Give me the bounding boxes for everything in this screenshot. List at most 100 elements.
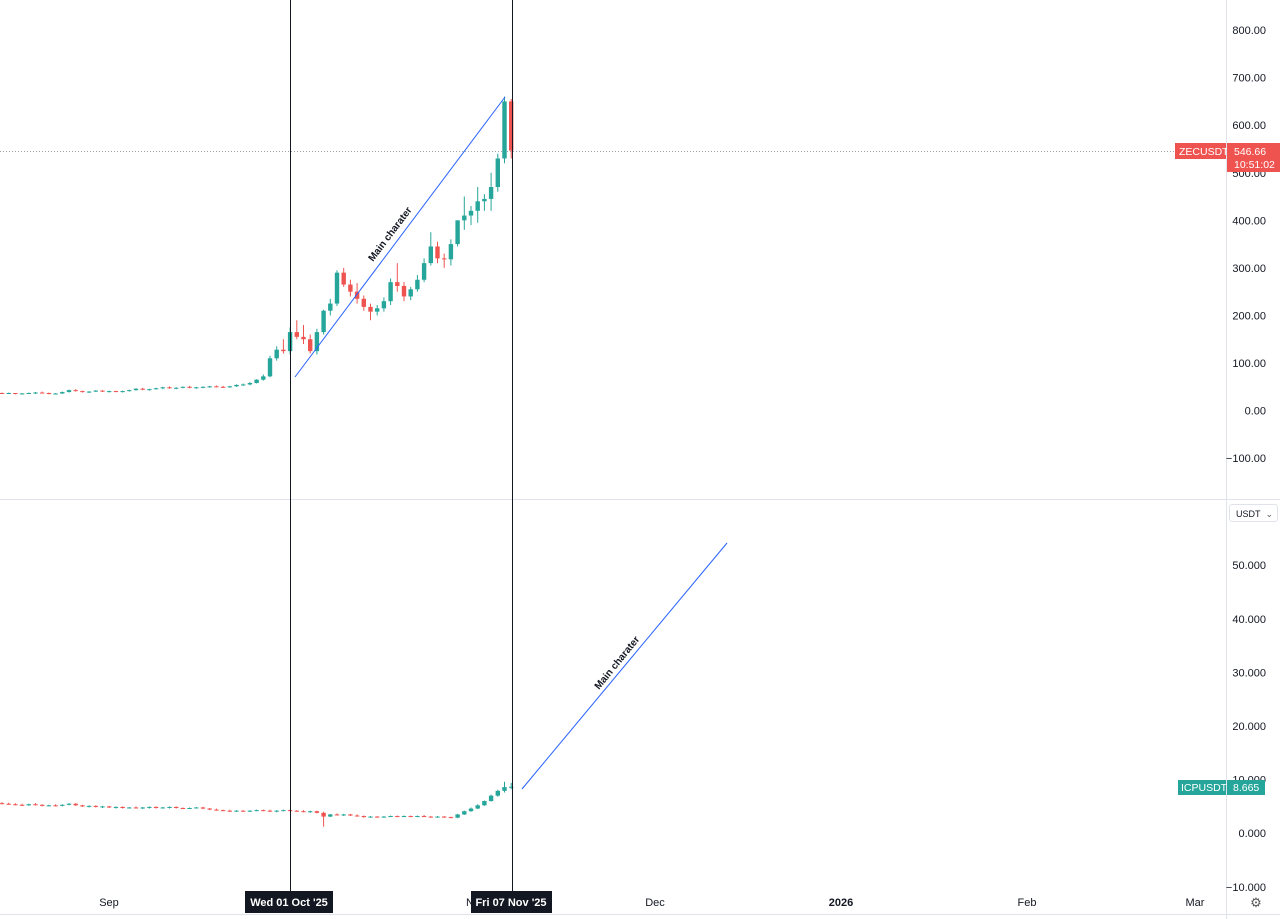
candle	[33, 392, 38, 394]
candle	[53, 392, 58, 395]
price-tick-label: 300.00	[1232, 263, 1266, 275]
candle	[107, 390, 112, 393]
candle	[180, 807, 186, 810]
candle	[509, 99, 514, 159]
candle	[113, 390, 119, 393]
candle	[261, 809, 266, 812]
price-tick-label: −10.000	[1226, 882, 1266, 894]
candle	[408, 286, 413, 301]
candle	[107, 805, 112, 809]
zecusdt-annotation[interactable]: Main charater	[367, 205, 415, 264]
candle	[26, 392, 31, 394]
candle	[53, 804, 58, 807]
candle	[381, 816, 387, 818]
candle	[475, 187, 480, 223]
candle	[468, 807, 474, 812]
candle	[281, 339, 286, 354]
candle	[509, 782, 514, 790]
candle	[354, 814, 360, 817]
candle	[227, 809, 232, 812]
candle	[174, 387, 179, 390]
icpusdt-price-axis[interactable]: 50.00040.00030.00020.00010.0000.000−10.0…	[1226, 560, 1266, 894]
price-tick-label: 50.000	[1232, 560, 1266, 572]
candle	[207, 385, 212, 388]
candle	[267, 355, 273, 378]
candle	[167, 386, 172, 389]
candle	[86, 805, 92, 808]
candle	[428, 232, 433, 266]
candle	[328, 298, 333, 316]
zecusdt-countdown: 10:51:02	[1234, 159, 1275, 171]
zecusdt-price-badge: 546.66 10:51:02	[1227, 143, 1280, 172]
candle	[66, 803, 72, 806]
candle	[334, 813, 340, 816]
candle	[200, 806, 206, 810]
time-marker-nov-07: Fri 07 Nov '25	[471, 891, 552, 913]
candle	[86, 391, 92, 393]
icpusdt-trend-line[interactable]	[521, 542, 728, 790]
candle	[361, 295, 366, 311]
icpusdt-annotation[interactable]: Main charater	[593, 634, 643, 692]
candle	[401, 815, 407, 818]
candle	[455, 813, 460, 819]
candle	[60, 804, 65, 807]
currency-label: USDT	[1236, 509, 1261, 519]
price-tick-label: 400.00	[1232, 215, 1266, 227]
candle	[381, 297, 387, 312]
candle	[66, 389, 72, 393]
gear-icon[interactable]: ⚙	[1250, 895, 1262, 910]
candle	[167, 806, 172, 809]
icpusdt-candles	[0, 781, 514, 827]
candle	[294, 810, 299, 812]
icpusdt-pane[interactable]: Main charater 50.00040.00030.00020.00010…	[0, 542, 1266, 894]
candle	[113, 806, 119, 809]
candle	[421, 258, 427, 283]
candle	[462, 810, 467, 815]
candle	[93, 805, 98, 808]
candle	[120, 806, 125, 809]
candle	[428, 816, 433, 818]
candle	[19, 803, 25, 806]
candle	[261, 374, 266, 381]
candle	[187, 385, 192, 389]
candle	[488, 172, 494, 211]
price-tick-label: −100.00	[1226, 453, 1266, 465]
icpusdt-symbol-label: ICPUSDT	[1181, 782, 1228, 794]
candle	[361, 815, 366, 818]
currency-selector[interactable]: USDT ⌄	[1229, 504, 1278, 522]
time-marker-nov-07-label: Fri 07 Nov '25	[475, 897, 546, 909]
zecusdt-price-axis[interactable]: 800.00700.00600.00500.00400.00300.00200.…	[1226, 25, 1266, 465]
candle	[348, 813, 353, 817]
candle	[133, 806, 139, 809]
candle	[140, 387, 145, 391]
candle	[33, 803, 38, 806]
price-tick-label: 600.00	[1232, 120, 1266, 132]
candle	[73, 389, 78, 392]
candle	[368, 816, 373, 818]
candle	[308, 810, 313, 813]
time-marker-oct-01: Wed 01 Oct '25	[245, 891, 333, 913]
candle	[495, 153, 500, 192]
candle	[100, 805, 105, 809]
candle	[26, 803, 31, 806]
icpusdt-last-price: 8.665	[1233, 782, 1259, 794]
zecusdt-pane[interactable]: Main charater 800.00700.00600.00500.0040…	[0, 25, 1280, 465]
candle	[93, 390, 98, 393]
candle	[421, 814, 427, 818]
candle	[408, 815, 413, 818]
chevron-down-icon: ⌄	[1265, 509, 1273, 519]
candle	[127, 806, 132, 809]
candle	[153, 806, 159, 809]
candle	[133, 388, 139, 391]
time-axis[interactable]: Sep N Dec 2026 Feb Mar Wed 01 Oct '25 Fr…	[99, 891, 1205, 913]
candle	[80, 804, 85, 807]
candle	[455, 220, 460, 247]
zecusdt-trend-line[interactable]	[294, 96, 506, 378]
candle	[502, 781, 507, 793]
time-label-feb: Feb	[1018, 897, 1037, 909]
zecusdt-last-price: 546.66	[1234, 146, 1266, 158]
candle	[482, 800, 487, 806]
candle	[234, 810, 239, 812]
price-tick-label: 0.00	[1245, 406, 1266, 418]
